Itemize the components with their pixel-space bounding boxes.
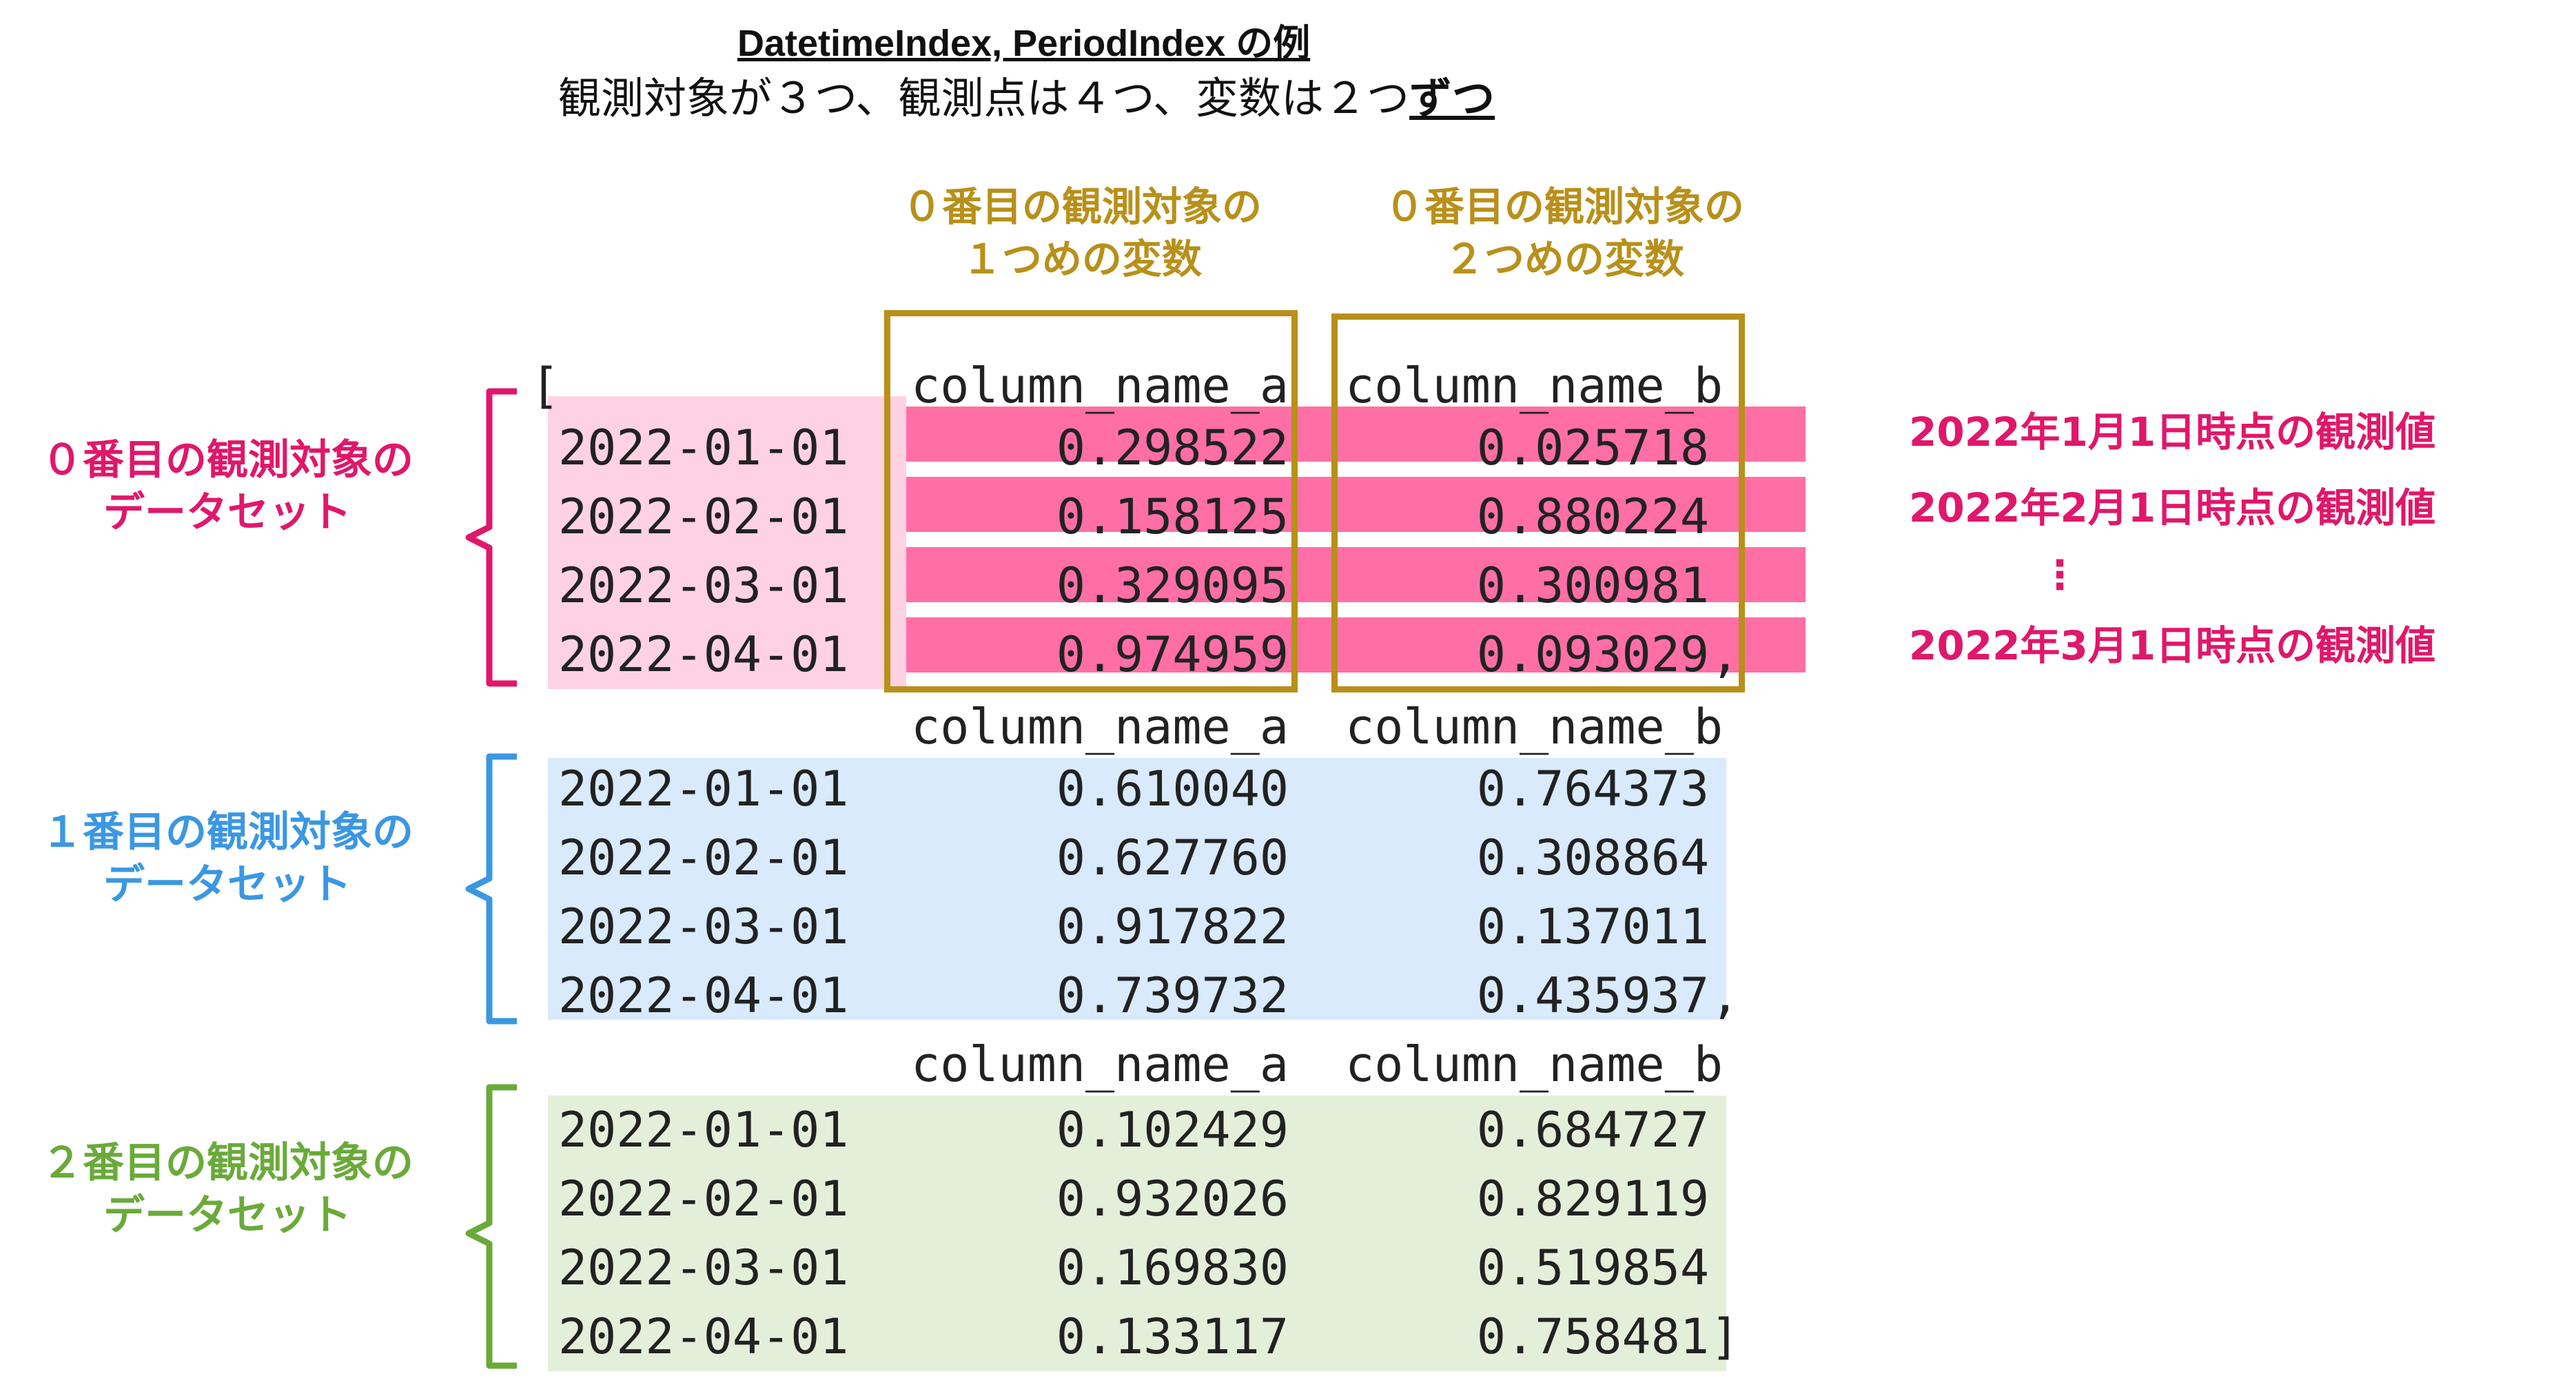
- column-a-annotation: ０番目の観測対象の １つめの変数: [875, 181, 1289, 285]
- ds1-row0-b: 0.764373: [1476, 761, 1709, 817]
- ds1-row2-b: 0.137011: [1476, 898, 1709, 955]
- ds0-row1-index: 2022-02-01: [558, 489, 849, 545]
- ds1-header-b: column_name_b: [1345, 699, 1723, 755]
- dataset-0-label-line2: データセット: [103, 489, 351, 537]
- ds2-row3-a: 0.133117: [1056, 1308, 1289, 1365]
- ds0-row0-a: 0.298522: [1056, 420, 1289, 476]
- dataset-1-label-line1: １番目の観測対象の: [41, 808, 413, 856]
- ds2-row3-b: 0.758481: [1476, 1308, 1709, 1365]
- column-b-highlight-box: [1331, 314, 1745, 692]
- subtitle-text: 観測対象が３つ、観測点は４つ、変数は２つ: [558, 73, 1410, 123]
- ds2-row2-a: 0.169830: [1056, 1240, 1289, 1296]
- ds2-row2-index: 2022-03-01: [558, 1240, 849, 1296]
- ds1-row0-index: 2022-01-01: [558, 761, 849, 817]
- ds0-row3-b: 0.093029: [1476, 626, 1709, 683]
- ds2-row1-b: 0.829119: [1476, 1171, 1709, 1227]
- dataset-0-label: ０番目の観測対象の データセット: [14, 434, 441, 539]
- ds1-row3-index: 2022-04-01: [558, 967, 849, 1024]
- ds1-comma: ,: [1710, 967, 1740, 1024]
- ds1-row0-a: 0.610040: [1056, 761, 1289, 817]
- ds2-row0-b: 0.684727: [1476, 1102, 1709, 1158]
- column-b-annotation-line2: ２つめの変数: [1444, 236, 1684, 283]
- ds0-row2-b: 0.300981: [1476, 557, 1709, 614]
- diagram-title: DatetimeIndex, PeriodIndex の例: [737, 23, 1311, 64]
- dataset-2-label-line1: ２番目の観測対象の: [41, 1139, 413, 1187]
- observation-ellipsis: ⋮: [2040, 551, 2080, 598]
- ds0-row0-b: 0.025718: [1476, 420, 1709, 476]
- ds2-row3-index: 2022-04-01: [558, 1308, 849, 1365]
- ds2-header-a: column_name_a: [911, 1036, 1289, 1093]
- ds1-row1-a: 0.627760: [1056, 830, 1289, 886]
- open-bracket: [: [531, 358, 560, 414]
- ds1-row3-b: 0.435937: [1476, 967, 1709, 1024]
- ds0-row0-index: 2022-01-01: [558, 420, 849, 476]
- ds2-row0-a: 0.102429: [1056, 1102, 1289, 1158]
- ds2-row2-b: 0.519854: [1476, 1240, 1709, 1296]
- diagram-subtitle: 観測対象が３つ、観測点は４つ、変数は２つずつ: [558, 63, 1495, 125]
- ds0-row2-a: 0.329095: [1056, 557, 1289, 614]
- dataset-0-brace: [465, 388, 517, 687]
- ds0-row2-index: 2022-03-01: [558, 557, 849, 614]
- close-bracket: ]: [1710, 1308, 1740, 1365]
- ds0-comma: ,: [1710, 626, 1740, 683]
- ds0-row1-b: 0.880224: [1476, 489, 1709, 545]
- dataset-2-label-line2: データセット: [103, 1191, 351, 1240]
- column-b-annotation: ０番目の観測対象の ２つめの変数: [1351, 181, 1778, 285]
- ds1-row3-a: 0.739732: [1056, 967, 1289, 1024]
- row-highlight-2: [906, 547, 1806, 602]
- ds0-row3-index: 2022-04-01: [558, 626, 849, 683]
- dataset-2-label: ２番目の観測対象の データセット: [14, 1137, 441, 1242]
- ds2-row0-index: 2022-01-01: [558, 1102, 849, 1158]
- column-a-highlight-box: [884, 310, 1298, 692]
- column-a-annotation-line1: ０番目の観測対象の: [901, 183, 1262, 230]
- observation-label-1: 2022年2月1日時点の観測値: [1909, 484, 2436, 531]
- dataset-1-label: １番目の観測対象の データセット: [14, 806, 441, 911]
- dataset-0-index-band: [548, 396, 906, 689]
- ds1-row2-a: 0.917822: [1056, 898, 1289, 955]
- dataset-1-label-line2: データセット: [103, 861, 351, 909]
- ds0-header-a: column_name_a: [911, 358, 1289, 414]
- row-highlight-1: [906, 477, 1806, 532]
- ds2-header-b: column_name_b: [1345, 1036, 1723, 1093]
- subtitle-emphasis: ずつ: [1409, 73, 1495, 123]
- ds1-row2-index: 2022-03-01: [558, 898, 849, 955]
- ds0-row1-a: 0.158125: [1056, 489, 1289, 545]
- column-a-annotation-line2: １つめの変数: [961, 236, 1202, 283]
- ds2-row1-a: 0.932026: [1056, 1171, 1289, 1227]
- ds2-row1-index: 2022-02-01: [558, 1171, 849, 1227]
- row-highlight-0: [906, 407, 1806, 462]
- observation-label-0: 2022年1月1日時点の観測値: [1909, 409, 2436, 455]
- row-highlight-3: [906, 617, 1806, 672]
- dataset-0-label-line1: ０番目の観測対象の: [41, 436, 413, 484]
- dataset-1-brace: [465, 753, 517, 1025]
- ds1-row1-index: 2022-02-01: [558, 830, 849, 886]
- dataset-2-band: [548, 1096, 1726, 1371]
- observation-label-3: 2022年3月1日時点の観測値: [1909, 622, 2436, 669]
- ds0-row3-a: 0.974959: [1056, 626, 1289, 683]
- ds1-header-a: column_name_a: [911, 699, 1289, 755]
- dataset-2-brace: [465, 1084, 517, 1369]
- ds0-header-b: column_name_b: [1345, 358, 1723, 414]
- ds1-row1-b: 0.308864: [1476, 830, 1709, 886]
- column-b-annotation-line1: ０番目の観測対象の: [1384, 183, 1744, 230]
- dataset-1-band: [548, 758, 1726, 1020]
